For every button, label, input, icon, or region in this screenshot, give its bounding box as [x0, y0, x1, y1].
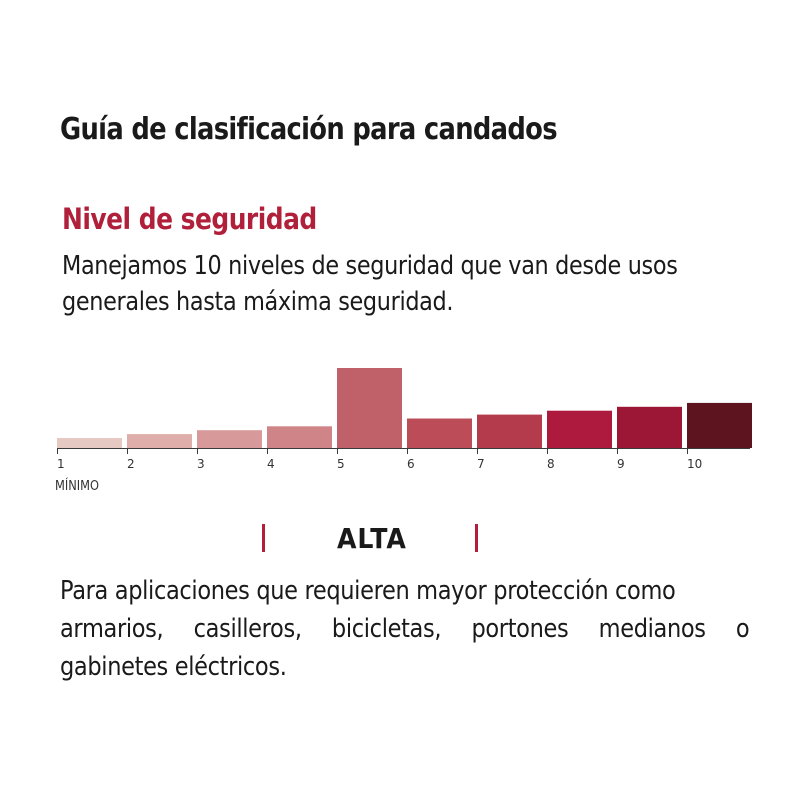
- level-description: Para aplicaciones que requieren mayor pr…: [60, 572, 750, 686]
- section-subtitle: Nivel de seguridad: [62, 202, 317, 236]
- band-marker-right: [475, 524, 478, 552]
- minimum-caption: MÍNIMO: [55, 477, 99, 493]
- level-label-8: 8: [547, 457, 555, 471]
- level-label-7: 7: [477, 457, 485, 471]
- level-label-6: 6: [407, 457, 415, 471]
- description-word: medianos: [598, 614, 706, 644]
- description-word: bicicletas,: [331, 614, 442, 644]
- page-title: Guía de clasificación para candados: [60, 112, 558, 147]
- level-bar-7: [477, 414, 542, 448]
- level-band: ALTA: [0, 520, 800, 560]
- intro-text: Manejamos 10 niveles de seguridad que va…: [62, 248, 681, 320]
- intro-line: Manejamos 10 niveles de seguridad que va…: [62, 251, 678, 281]
- description-line: Para aplicaciones que requieren mayor pr…: [60, 576, 676, 606]
- level-label-9: 9: [617, 457, 625, 471]
- level-label-1: 1: [57, 457, 65, 471]
- level-bar-4: [267, 426, 332, 448]
- intro-line: generales hasta máxima seguridad.: [62, 287, 454, 317]
- level-label-2: 2: [127, 457, 135, 471]
- description-word: o: [735, 614, 750, 644]
- level-bar-2: [127, 434, 192, 448]
- level-bar-3: [197, 430, 262, 448]
- level-bar-8: [547, 410, 612, 448]
- level-bar-5: [337, 368, 402, 448]
- level-label-4: 4: [267, 457, 275, 471]
- level-label-5: 5: [337, 457, 345, 471]
- band-marker-left: [262, 524, 265, 552]
- description-word: casilleros,: [193, 614, 302, 644]
- level-bar-6: [407, 418, 472, 448]
- security-level-scale: 1 2 3 4 5 6 7 8 9 10 MÍNIMO: [55, 368, 752, 493]
- description-word: portones: [471, 614, 569, 644]
- description-line: gabinetes eléctricos.: [60, 652, 287, 682]
- description-word: armarios,: [60, 614, 164, 644]
- level-bar-1: [57, 438, 122, 448]
- level-label-10: 10: [687, 457, 702, 471]
- level-label-3: 3: [197, 457, 205, 471]
- level-bar-9: [617, 406, 682, 448]
- band-label: ALTA: [337, 522, 407, 555]
- level-bar-10: [687, 402, 752, 448]
- description-line-justified: armarios, casilleros, bicicletas, portones m…: [60, 610, 750, 648]
